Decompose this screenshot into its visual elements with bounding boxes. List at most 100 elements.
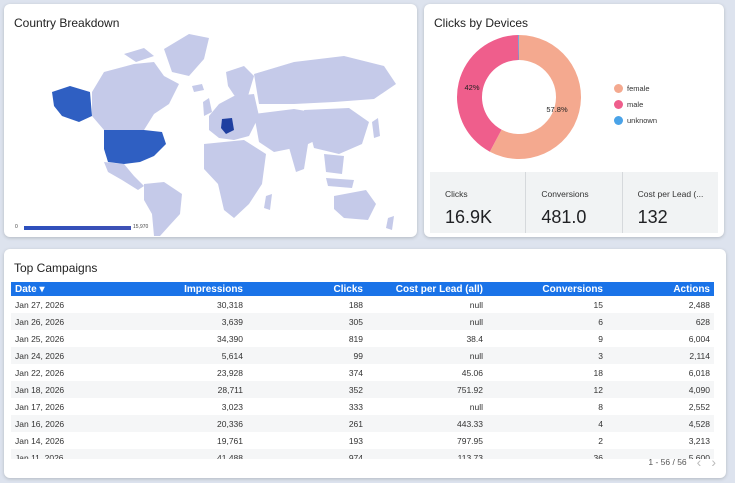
table-row[interactable]: Jan 11, 2026 41,488 974 113.73 36 5,600 [11,449,714,459]
cell-impressions: 19,761 [217,435,243,446]
map-region-southeast-asia [324,154,344,174]
map-region-india [288,144,308,172]
world-map[interactable] [4,4,417,237]
table-row[interactable]: Jan 22, 2026 23,928 374 45.06 18 6,018 [11,364,714,381]
cell-actions: 628 [607,313,714,330]
table-row[interactable]: Jan 24, 2026 5,614 99 null 3 2,114 [11,347,714,364]
map-region-japan [372,118,380,138]
column-header-actions[interactable]: Actions [607,282,714,296]
table-row[interactable]: Jan 27, 2026 30,318 188 null 15 2,488 [11,296,714,313]
cell-cost-per-lead: 38.4 [466,333,483,344]
column-header-clicks[interactable]: Clicks [247,282,367,296]
map-region-greenland [164,34,209,76]
cell-clicks: 974 [247,449,367,459]
legend-label-female: female [627,83,650,93]
kpi-clicks: Clicks 16.9K [430,172,527,233]
kpi-label: Conversions [541,189,589,199]
country-breakdown-card: Country Breakdown [4,4,417,237]
cell-cost-per-lead: null [367,313,487,330]
cell-conversions: 12 [487,381,607,398]
cell-actions: 2,552 [688,401,710,412]
prev-page-icon[interactable]: ‹ [696,454,702,470]
cell-impressions: 28,711 [131,381,247,398]
cell-conversions: 36 [487,449,607,459]
cell-impressions: 41,488 [131,449,247,459]
column-header-conversions[interactable]: Conversions [487,282,607,296]
table-row[interactable]: Jan 18, 2026 28,711 352 751.92 12 4,090 [11,381,714,398]
cell-cost-per-lead: 751.92 [367,381,487,398]
cell-cost-per-lead: 443.33 [367,415,487,432]
clicks-by-devices-card: Clicks by Devices 57.8% 42% female male … [424,4,724,237]
map-region-mexico [104,162,144,190]
table-scroll-area[interactable]: Date ▾ Impressions Clicks Cost per Lead … [4,249,726,459]
column-header-date[interactable]: Date ▾ [11,282,131,296]
cell-actions: 6,018 [688,367,710,378]
cell-impressions: 5,614 [131,347,247,364]
cell-impressions: 3,639 [131,313,247,330]
cell-cost-per-lead: 797.95 [457,435,483,446]
map-region-australia [334,190,376,220]
table-row[interactable]: Jan 17, 2026 3,023 333 null 8 2,552 [11,398,714,415]
donut-slice-male[interactable] [457,35,519,152]
donut-legend: female male unknown [614,80,657,128]
scale-min-label: 0 [15,224,18,230]
cell-clicks: 305 [247,313,367,330]
cell-date: Jan 11, 2026 [11,449,131,459]
legend-label-male: male [627,99,644,109]
map-region-new-zealand [386,216,394,230]
kpi-value: 481.0 [541,207,587,227]
column-header-cost-per-lead[interactable]: Cost per Lead (all) [367,282,487,296]
cell-conversions: 9 [598,333,603,344]
legend-item-female[interactable]: female [614,80,657,96]
map-region-scandinavia [226,66,254,98]
color-scale-bar [24,226,131,230]
cell-cost-per-lead: null [367,347,487,364]
cell-date: Jan 24, 2026 [11,347,131,364]
donut-label-female: 57.8% [546,105,568,114]
map-region-south-america [144,182,182,236]
map-region-germany [221,118,234,134]
column-header-impressions[interactable]: Impressions [131,282,247,296]
table-row[interactable]: Jan 26, 2026 3,639 305 null 6 628 [11,313,714,330]
cell-date: Jan 17, 2026 [15,401,65,412]
devices-donut-chart[interactable]: 57.8% 42% [454,32,584,162]
donut-slice-unknown[interactable] [518,35,519,61]
legend-swatch-female [614,83,623,93]
map-region-east-asia [304,108,369,154]
table-row[interactable]: Jan 25, 2026 34,390 819 38.4 9 6,004 [11,330,714,347]
legend-item-unknown[interactable]: unknown [614,112,657,128]
cell-cost-per-lead: 113.73 [367,449,487,459]
map-region-canada [92,62,179,130]
legend-item-male[interactable]: male [614,96,657,112]
cell-impressions: 30,318 [217,299,243,310]
cell-conversions: 2 [598,435,603,446]
scale-max-label: 15,970 [133,224,149,230]
map-region-arctic-islands [124,48,154,62]
kpi-cost-per-lead: Cost per Lead (... 132 [623,172,718,233]
cell-conversions: 6 [487,313,607,330]
table-header-row: Date ▾ Impressions Clicks Cost per Lead … [11,282,714,296]
legend-swatch-unknown [614,115,623,125]
cell-conversions: 4 [487,415,607,432]
table-pagination: 1 - 56 / 56 ‹ › [648,454,716,470]
kpi-label: Clicks [445,189,468,199]
map-region-madagascar [264,194,272,210]
top-campaigns-card: Top Campaigns Date ▾ Impressions Clicks … [4,249,726,478]
cell-actions: 4,528 [607,415,714,432]
cell-date: Jan 18, 2026 [11,381,131,398]
donut-label-male: 42% [464,83,479,92]
table-row[interactable]: Jan 16, 2026 20,336 261 443.33 4 4,528 [11,415,714,432]
table-row[interactable]: Jan 14, 2026 19,761 193 797.95 2 3,213 [11,432,714,449]
map-region-alaska [52,86,92,122]
map-region-africa [204,140,266,218]
cell-clicks: 261 [247,415,367,432]
cell-date: Jan 27, 2026 [15,299,65,310]
donut-title: Clicks by Devices [434,16,529,30]
legend-label-unknown: unknown [627,115,658,125]
next-page-icon[interactable]: › [711,454,716,470]
donut-slice-female[interactable] [489,35,581,159]
cell-conversions: 3 [487,347,607,364]
cell-actions: 2,114 [607,347,714,364]
cell-clicks: 333 [348,401,363,412]
cell-clicks: 188 [348,299,363,310]
